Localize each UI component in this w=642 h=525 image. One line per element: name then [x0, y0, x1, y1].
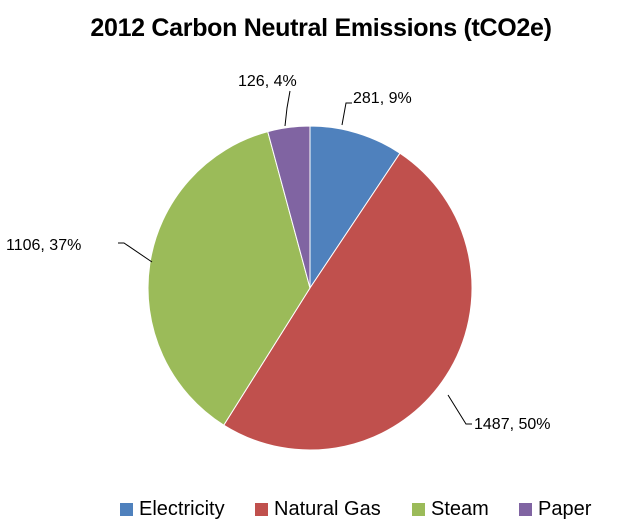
legend-item-steam: Steam: [412, 497, 489, 521]
pie-slice-steam: [147, 130, 311, 426]
data-label-electricity: 281, 9%: [353, 90, 412, 107]
legend-item-paper: Paper: [519, 497, 591, 521]
pie-slice-natural-gas: [223, 152, 473, 451]
data-label-natural-gas: 1487, 50%: [474, 416, 551, 433]
legend-label-natural-gas: Natural Gas: [274, 498, 381, 520]
legend-label-paper: Paper: [538, 498, 592, 520]
legend-item-natural-gas: Natural Gas: [255, 497, 381, 521]
legend-swatch-paper: [519, 502, 532, 516]
leader-line-natural-gas: [447, 394, 472, 425]
leader-line-electricity: [341, 102, 352, 126]
leader-line-steam: [118, 242, 153, 263]
leader-line-paper: [284, 90, 291, 127]
legend-swatch-steam: [412, 502, 425, 516]
legend-item-electricity: Electricity: [120, 497, 225, 521]
legend: Electricity Natural Gas Steam Paper: [0, 497, 642, 521]
data-label-paper: 126, 4%: [238, 73, 297, 90]
legend-swatch-electricity: [120, 502, 133, 516]
pie-slice-electricity: [309, 125, 401, 290]
data-label-steam: 1106, 37%: [6, 237, 81, 254]
legend-label-electricity: Electricity: [139, 498, 225, 520]
legend-label-steam: Steam: [431, 498, 489, 520]
chart-title: 2012 Carbon Neutral Emissions (tCO2e): [90, 14, 552, 42]
pie-slice-paper: [267, 125, 311, 289]
legend-swatch-natural-gas: [255, 502, 268, 516]
pie-chart: 281, 9% 1487, 50% 1106, 37% 126, 4%: [6, 73, 551, 451]
